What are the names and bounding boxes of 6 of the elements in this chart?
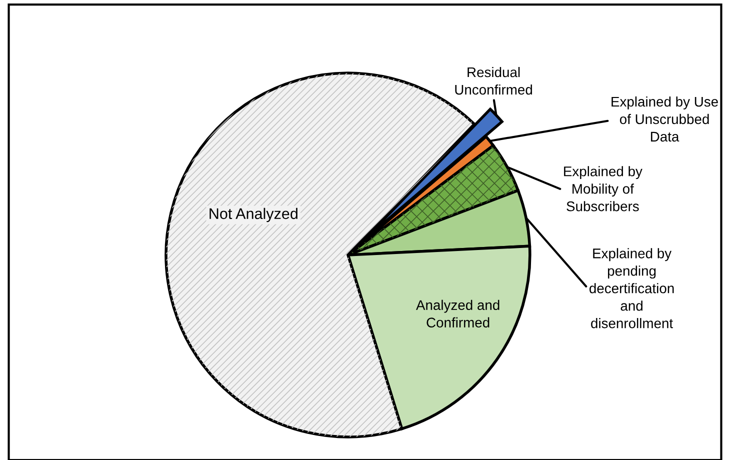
- slice-label: Explained by Use of Unscrubbed Data: [612, 96, 718, 142]
- slice-label: Residual Unconfirmed: [455, 66, 532, 95]
- slice-label: Analyzed and Confirmed: [416, 300, 500, 328]
- slice-label: Explained by pending decertification and disenrollment: [590, 248, 674, 328]
- slice-label: Explained by Mobility of Subscribers: [564, 166, 642, 212]
- slice-label: Not Analyzed: [210, 208, 298, 222]
